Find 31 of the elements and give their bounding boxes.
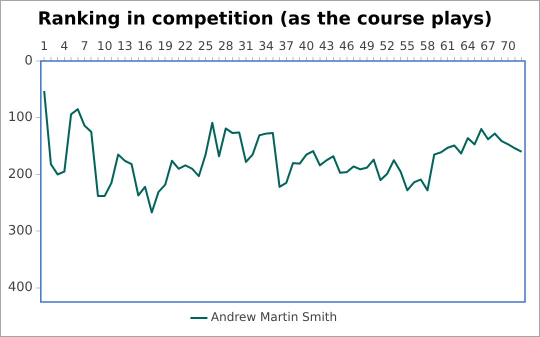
- x-tick-label: 10: [97, 38, 112, 53]
- y-tick-label: 400: [8, 280, 33, 296]
- x-tick-label: 52: [380, 38, 395, 53]
- x-tick-label: 64: [460, 38, 476, 53]
- x-tick-label: 16: [137, 38, 153, 53]
- x-tick-label: 37: [278, 38, 294, 53]
- x-tick-label: 61: [440, 38, 456, 53]
- x-tick-label: 31: [238, 38, 254, 53]
- x-tick-label: 1: [40, 38, 48, 53]
- x-tick-label: 55: [400, 38, 415, 53]
- x-tick-label: 70: [500, 38, 516, 53]
- x-tick-label: 49: [359, 38, 375, 53]
- x-tick-label: 67: [480, 38, 496, 53]
- y-tick-label: 0: [24, 53, 33, 68]
- legend-label: Andrew Martin Smith: [210, 310, 338, 324]
- x-tick-label: 22: [178, 38, 194, 53]
- x-tick-label: 7: [80, 38, 88, 53]
- x-tick-label: 4: [60, 38, 68, 53]
- x-tick-label: 40: [298, 38, 314, 53]
- y-tick-label: 200: [8, 166, 33, 182]
- x-tick-label: 34: [258, 38, 274, 53]
- x-tick-label: 28: [218, 38, 234, 53]
- y-tick-label: 300: [8, 223, 33, 238]
- x-tick-label: 58: [420, 38, 436, 53]
- x-tick-label: 43: [318, 38, 334, 53]
- x-tick-label: 13: [117, 38, 133, 53]
- y-tick-label: 100: [8, 110, 33, 126]
- x-tick-label: 25: [198, 38, 214, 53]
- chart-title: Ranking in competition (as the course plays): [38, 8, 492, 30]
- x-tick-label: 46: [339, 38, 354, 53]
- x-tick-label: 19: [158, 38, 173, 53]
